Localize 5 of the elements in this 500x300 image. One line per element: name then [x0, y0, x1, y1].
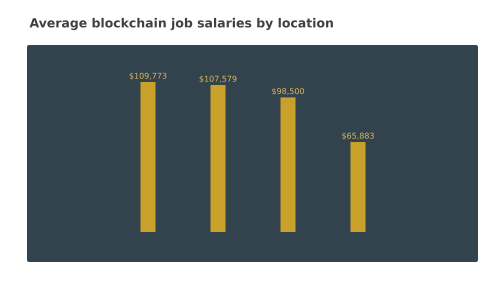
bar	[210, 84, 226, 232]
bar	[140, 82, 156, 232]
bar	[280, 97, 296, 232]
bar	[350, 142, 366, 232]
chart-title: Average blockchain job salaries by location	[30, 18, 333, 30]
